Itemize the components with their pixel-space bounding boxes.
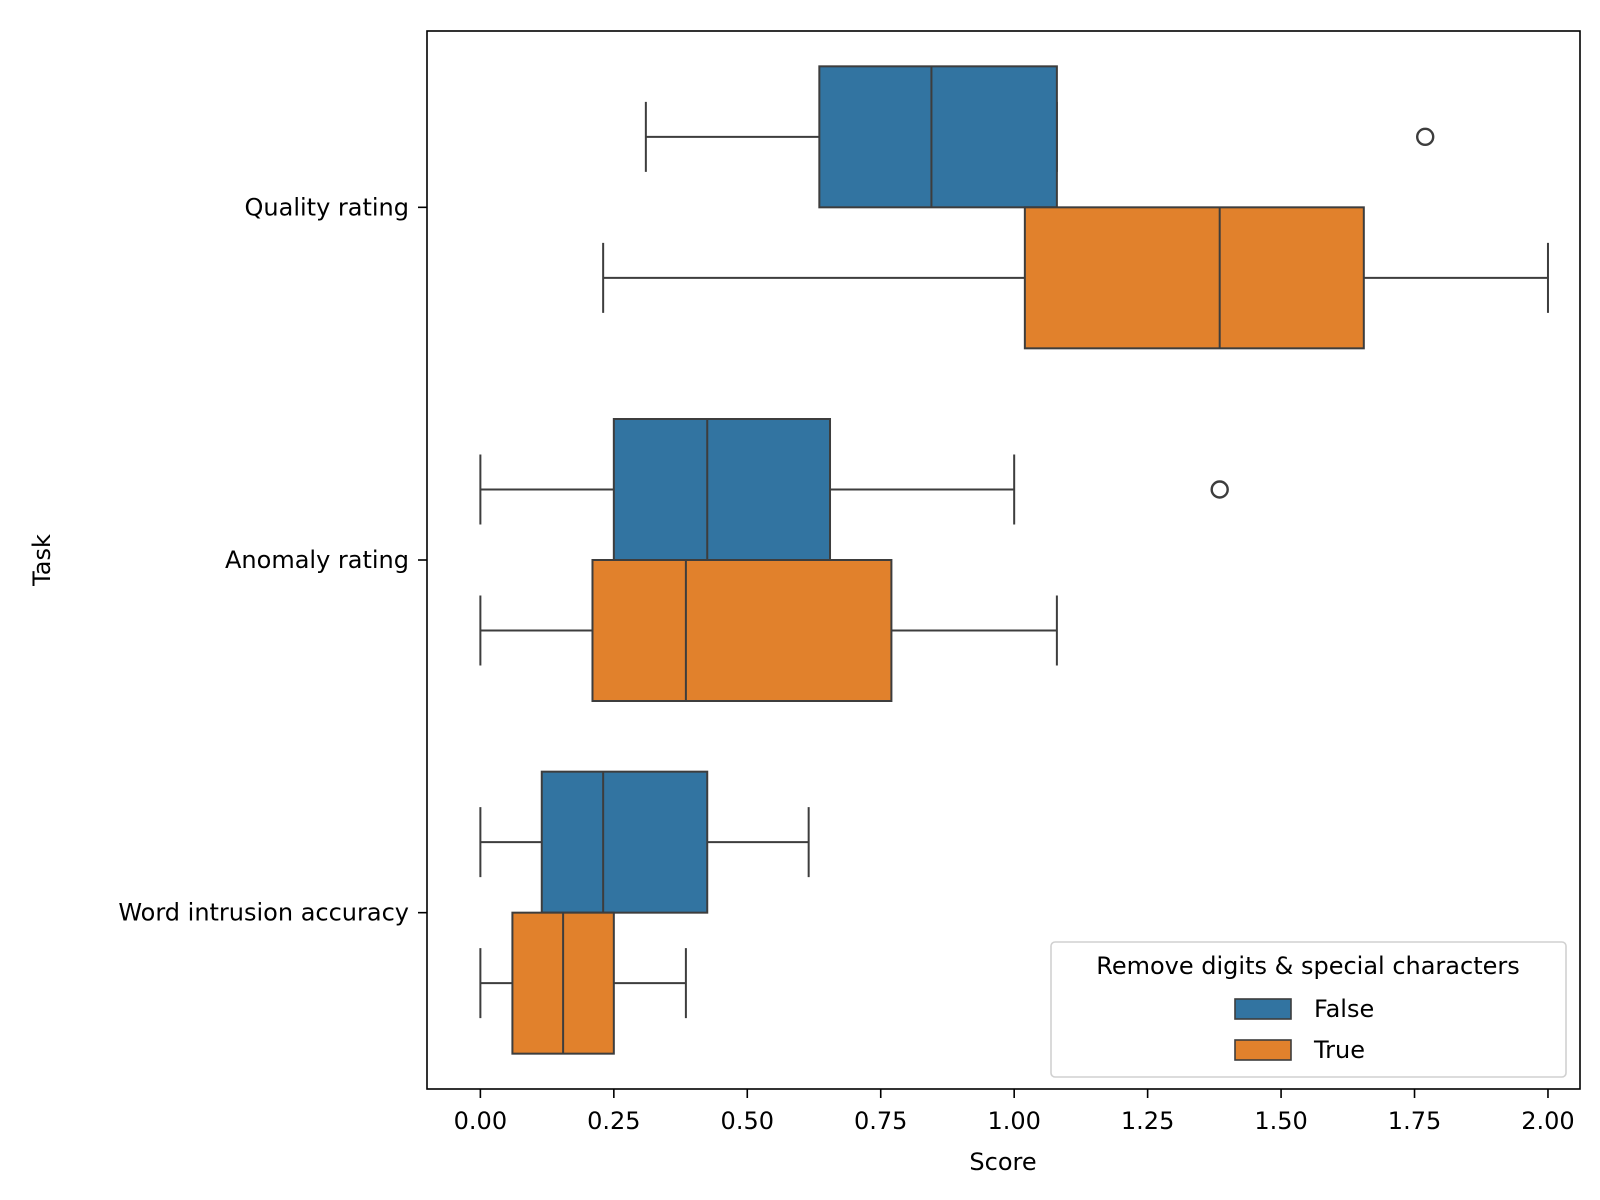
iqr-box-quality-rating-true [1023, 206, 1365, 350]
x-tick-label-3: 0.75 [854, 1107, 907, 1135]
x-tick-label-8: 2.00 [1521, 1107, 1574, 1135]
x-tick-label-0: 0.00 [454, 1107, 507, 1135]
box-marks [479, 65, 1549, 1055]
x-axis: 0.00 0.25 0.50 0.75 1.00 1.25 1.50 1.75 2.00 [454, 1089, 1575, 1135]
x-tick-label-1: 0.25 [587, 1107, 640, 1135]
box-word-intrusion-accuracy-false [479, 770, 810, 914]
legend: Remove digits & special characters False… [1050, 941, 1567, 1078]
outlier-quality-rating-false-0 [1415, 127, 1435, 147]
iqr-box-anomaly-rating-true [591, 559, 893, 702]
y-tick-label-0: Quality rating [245, 193, 409, 221]
box-anomaly-rating-false [479, 418, 1229, 561]
legend-swatch-true [1234, 1039, 1292, 1061]
legend-label-true: True [1313, 1036, 1365, 1064]
legend-frame [1050, 941, 1567, 1078]
y-tick-label-1: Anomaly rating [225, 546, 409, 574]
box-word-intrusion-accuracy-true [479, 911, 687, 1055]
y-axis-label: Task [28, 534, 56, 587]
x-tick-label-2: 0.50 [721, 1107, 774, 1135]
legend-swatch-false [1234, 998, 1292, 1020]
x-tick-label-7: 1.75 [1388, 1107, 1441, 1135]
x-tick-label-5: 1.25 [1121, 1107, 1174, 1135]
y-axis: Quality rating Anomaly rating Word intrusi… [118, 193, 427, 927]
y-tick-label-2: Word intrusion accuracy [118, 899, 409, 927]
box-quality-rating-false [644, 65, 1435, 209]
iqr-box-quality-rating-false [818, 65, 1058, 209]
x-tick-label-6: 1.50 [1254, 1107, 1307, 1135]
iqr-box-anomaly-rating-false [612, 418, 832, 561]
box-quality-rating-true [602, 206, 1549, 350]
outlier-anomaly-rating-false-0 [1210, 480, 1229, 499]
iqr-box-word-intrusion-accuracy-false [540, 770, 709, 914]
legend-title: Remove digits & special characters [1096, 952, 1520, 980]
box-anomaly-rating-true [479, 559, 1058, 702]
x-tick-label-4: 1.00 [987, 1107, 1040, 1135]
legend-label-false: False [1314, 995, 1374, 1023]
x-axis-label: Score [969, 1148, 1036, 1176]
